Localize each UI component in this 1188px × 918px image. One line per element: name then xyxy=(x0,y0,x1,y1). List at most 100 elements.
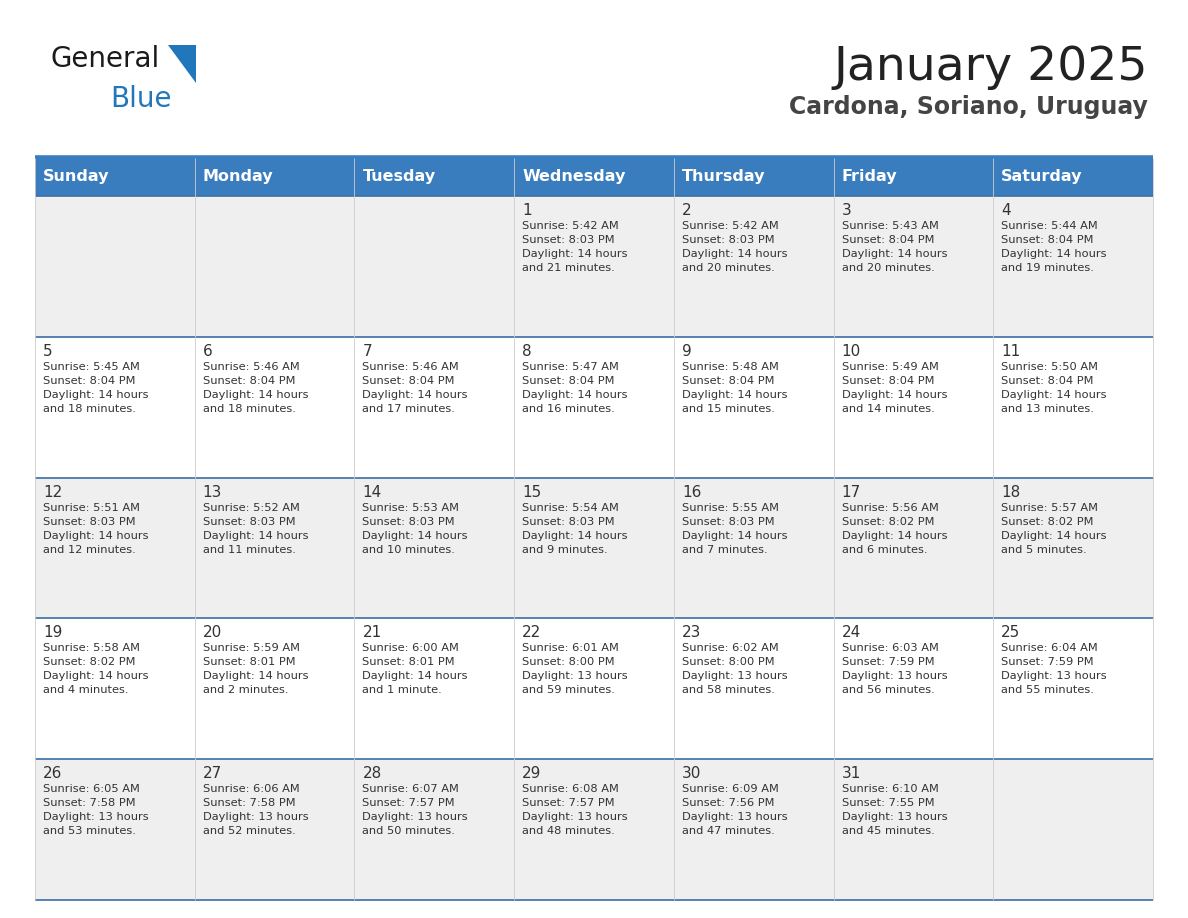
Text: Sunrise: 5:45 AM
Sunset: 8:04 PM
Daylight: 14 hours
and 18 minutes.: Sunrise: 5:45 AM Sunset: 8:04 PM Dayligh… xyxy=(43,362,148,414)
Text: Sunrise: 6:03 AM
Sunset: 7:59 PM
Daylight: 13 hours
and 56 minutes.: Sunrise: 6:03 AM Sunset: 7:59 PM Dayligh… xyxy=(841,644,947,696)
Bar xyxy=(674,759,834,900)
Bar xyxy=(514,337,674,477)
Text: 4: 4 xyxy=(1001,203,1011,218)
Bar xyxy=(834,477,993,619)
Bar xyxy=(195,759,354,900)
Bar xyxy=(514,158,674,196)
Text: Sunrise: 5:52 AM
Sunset: 8:03 PM
Daylight: 14 hours
and 11 minutes.: Sunrise: 5:52 AM Sunset: 8:03 PM Dayligh… xyxy=(203,502,308,554)
Text: 1: 1 xyxy=(523,203,532,218)
Text: Sunrise: 5:47 AM
Sunset: 8:04 PM
Daylight: 14 hours
and 16 minutes.: Sunrise: 5:47 AM Sunset: 8:04 PM Dayligh… xyxy=(523,362,627,414)
Text: Sunrise: 5:46 AM
Sunset: 8:04 PM
Daylight: 14 hours
and 17 minutes.: Sunrise: 5:46 AM Sunset: 8:04 PM Dayligh… xyxy=(362,362,468,414)
Text: Cardona, Soriano, Uruguay: Cardona, Soriano, Uruguay xyxy=(789,95,1148,119)
Text: 31: 31 xyxy=(841,767,861,781)
Bar xyxy=(354,196,514,337)
Text: Thursday: Thursday xyxy=(682,170,765,185)
Text: Sunrise: 5:58 AM
Sunset: 8:02 PM
Daylight: 14 hours
and 4 minutes.: Sunrise: 5:58 AM Sunset: 8:02 PM Dayligh… xyxy=(43,644,148,696)
Text: Sunrise: 5:54 AM
Sunset: 8:03 PM
Daylight: 14 hours
and 9 minutes.: Sunrise: 5:54 AM Sunset: 8:03 PM Dayligh… xyxy=(523,502,627,554)
Text: 30: 30 xyxy=(682,767,701,781)
Bar xyxy=(514,196,674,337)
Text: Blue: Blue xyxy=(110,85,171,113)
Bar xyxy=(674,477,834,619)
Bar xyxy=(514,477,674,619)
Bar xyxy=(195,477,354,619)
Bar xyxy=(514,759,674,900)
Text: 25: 25 xyxy=(1001,625,1020,641)
Text: Sunrise: 6:00 AM
Sunset: 8:01 PM
Daylight: 14 hours
and 1 minute.: Sunrise: 6:00 AM Sunset: 8:01 PM Dayligh… xyxy=(362,644,468,696)
Text: Sunrise: 5:46 AM
Sunset: 8:04 PM
Daylight: 14 hours
and 18 minutes.: Sunrise: 5:46 AM Sunset: 8:04 PM Dayligh… xyxy=(203,362,308,414)
Text: Sunrise: 5:59 AM
Sunset: 8:01 PM
Daylight: 14 hours
and 2 minutes.: Sunrise: 5:59 AM Sunset: 8:01 PM Dayligh… xyxy=(203,644,308,696)
Text: 16: 16 xyxy=(682,485,701,499)
Polygon shape xyxy=(168,45,196,83)
Bar xyxy=(993,619,1154,759)
Bar xyxy=(674,337,834,477)
Bar xyxy=(674,158,834,196)
Text: 2: 2 xyxy=(682,203,691,218)
Text: 7: 7 xyxy=(362,344,372,359)
Bar xyxy=(834,759,993,900)
Text: 15: 15 xyxy=(523,485,542,499)
Bar xyxy=(674,196,834,337)
Bar xyxy=(674,619,834,759)
Bar xyxy=(354,759,514,900)
Text: Sunrise: 6:05 AM
Sunset: 7:58 PM
Daylight: 13 hours
and 53 minutes.: Sunrise: 6:05 AM Sunset: 7:58 PM Dayligh… xyxy=(43,784,148,836)
Bar xyxy=(834,158,993,196)
Bar xyxy=(34,337,195,477)
Bar xyxy=(993,158,1154,196)
Text: January 2025: January 2025 xyxy=(834,45,1148,90)
Bar xyxy=(195,337,354,477)
Text: 20: 20 xyxy=(203,625,222,641)
Text: 22: 22 xyxy=(523,625,542,641)
Bar xyxy=(34,158,195,196)
Bar xyxy=(993,337,1154,477)
Text: Sunrise: 5:44 AM
Sunset: 8:04 PM
Daylight: 14 hours
and 19 minutes.: Sunrise: 5:44 AM Sunset: 8:04 PM Dayligh… xyxy=(1001,221,1107,273)
Text: Wednesday: Wednesday xyxy=(523,170,626,185)
Text: 6: 6 xyxy=(203,344,213,359)
Text: Sunrise: 5:57 AM
Sunset: 8:02 PM
Daylight: 14 hours
and 5 minutes.: Sunrise: 5:57 AM Sunset: 8:02 PM Dayligh… xyxy=(1001,502,1107,554)
Text: 13: 13 xyxy=(203,485,222,499)
Bar xyxy=(195,619,354,759)
Bar xyxy=(514,619,674,759)
Text: 12: 12 xyxy=(43,485,62,499)
Text: Sunday: Sunday xyxy=(43,170,109,185)
Text: General: General xyxy=(50,45,159,73)
Text: Sunrise: 5:42 AM
Sunset: 8:03 PM
Daylight: 14 hours
and 21 minutes.: Sunrise: 5:42 AM Sunset: 8:03 PM Dayligh… xyxy=(523,221,627,273)
Text: Sunrise: 6:06 AM
Sunset: 7:58 PM
Daylight: 13 hours
and 52 minutes.: Sunrise: 6:06 AM Sunset: 7:58 PM Dayligh… xyxy=(203,784,309,836)
Bar xyxy=(34,619,195,759)
Bar xyxy=(354,337,514,477)
Text: 8: 8 xyxy=(523,344,532,359)
Text: Sunrise: 5:49 AM
Sunset: 8:04 PM
Daylight: 14 hours
and 14 minutes.: Sunrise: 5:49 AM Sunset: 8:04 PM Dayligh… xyxy=(841,362,947,414)
Text: Monday: Monday xyxy=(203,170,273,185)
Text: Sunrise: 5:53 AM
Sunset: 8:03 PM
Daylight: 14 hours
and 10 minutes.: Sunrise: 5:53 AM Sunset: 8:03 PM Dayligh… xyxy=(362,502,468,554)
Text: 3: 3 xyxy=(841,203,852,218)
Bar xyxy=(354,477,514,619)
Text: 24: 24 xyxy=(841,625,861,641)
Bar xyxy=(34,759,195,900)
Text: 26: 26 xyxy=(43,767,63,781)
Text: 28: 28 xyxy=(362,767,381,781)
Text: Sunrise: 6:09 AM
Sunset: 7:56 PM
Daylight: 13 hours
and 47 minutes.: Sunrise: 6:09 AM Sunset: 7:56 PM Dayligh… xyxy=(682,784,788,836)
Text: 19: 19 xyxy=(43,625,63,641)
Text: 29: 29 xyxy=(523,767,542,781)
Bar xyxy=(993,477,1154,619)
Text: Sunrise: 5:43 AM
Sunset: 8:04 PM
Daylight: 14 hours
and 20 minutes.: Sunrise: 5:43 AM Sunset: 8:04 PM Dayligh… xyxy=(841,221,947,273)
Text: Sunrise: 5:48 AM
Sunset: 8:04 PM
Daylight: 14 hours
and 15 minutes.: Sunrise: 5:48 AM Sunset: 8:04 PM Dayligh… xyxy=(682,362,788,414)
Text: Sunrise: 6:08 AM
Sunset: 7:57 PM
Daylight: 13 hours
and 48 minutes.: Sunrise: 6:08 AM Sunset: 7:57 PM Dayligh… xyxy=(523,784,627,836)
Text: 5: 5 xyxy=(43,344,52,359)
Text: 17: 17 xyxy=(841,485,861,499)
Bar xyxy=(993,759,1154,900)
Text: Sunrise: 6:04 AM
Sunset: 7:59 PM
Daylight: 13 hours
and 55 minutes.: Sunrise: 6:04 AM Sunset: 7:59 PM Dayligh… xyxy=(1001,644,1107,696)
Text: 18: 18 xyxy=(1001,485,1020,499)
Bar xyxy=(34,477,195,619)
Text: Sunrise: 5:56 AM
Sunset: 8:02 PM
Daylight: 14 hours
and 6 minutes.: Sunrise: 5:56 AM Sunset: 8:02 PM Dayligh… xyxy=(841,502,947,554)
Text: 10: 10 xyxy=(841,344,861,359)
Text: Tuesday: Tuesday xyxy=(362,170,436,185)
Text: 23: 23 xyxy=(682,625,701,641)
Text: 11: 11 xyxy=(1001,344,1020,359)
Bar xyxy=(354,158,514,196)
Text: Saturday: Saturday xyxy=(1001,170,1082,185)
Text: Friday: Friday xyxy=(841,170,897,185)
Bar xyxy=(834,196,993,337)
Bar xyxy=(834,337,993,477)
Text: 9: 9 xyxy=(682,344,691,359)
Text: Sunrise: 5:42 AM
Sunset: 8:03 PM
Daylight: 14 hours
and 20 minutes.: Sunrise: 5:42 AM Sunset: 8:03 PM Dayligh… xyxy=(682,221,788,273)
